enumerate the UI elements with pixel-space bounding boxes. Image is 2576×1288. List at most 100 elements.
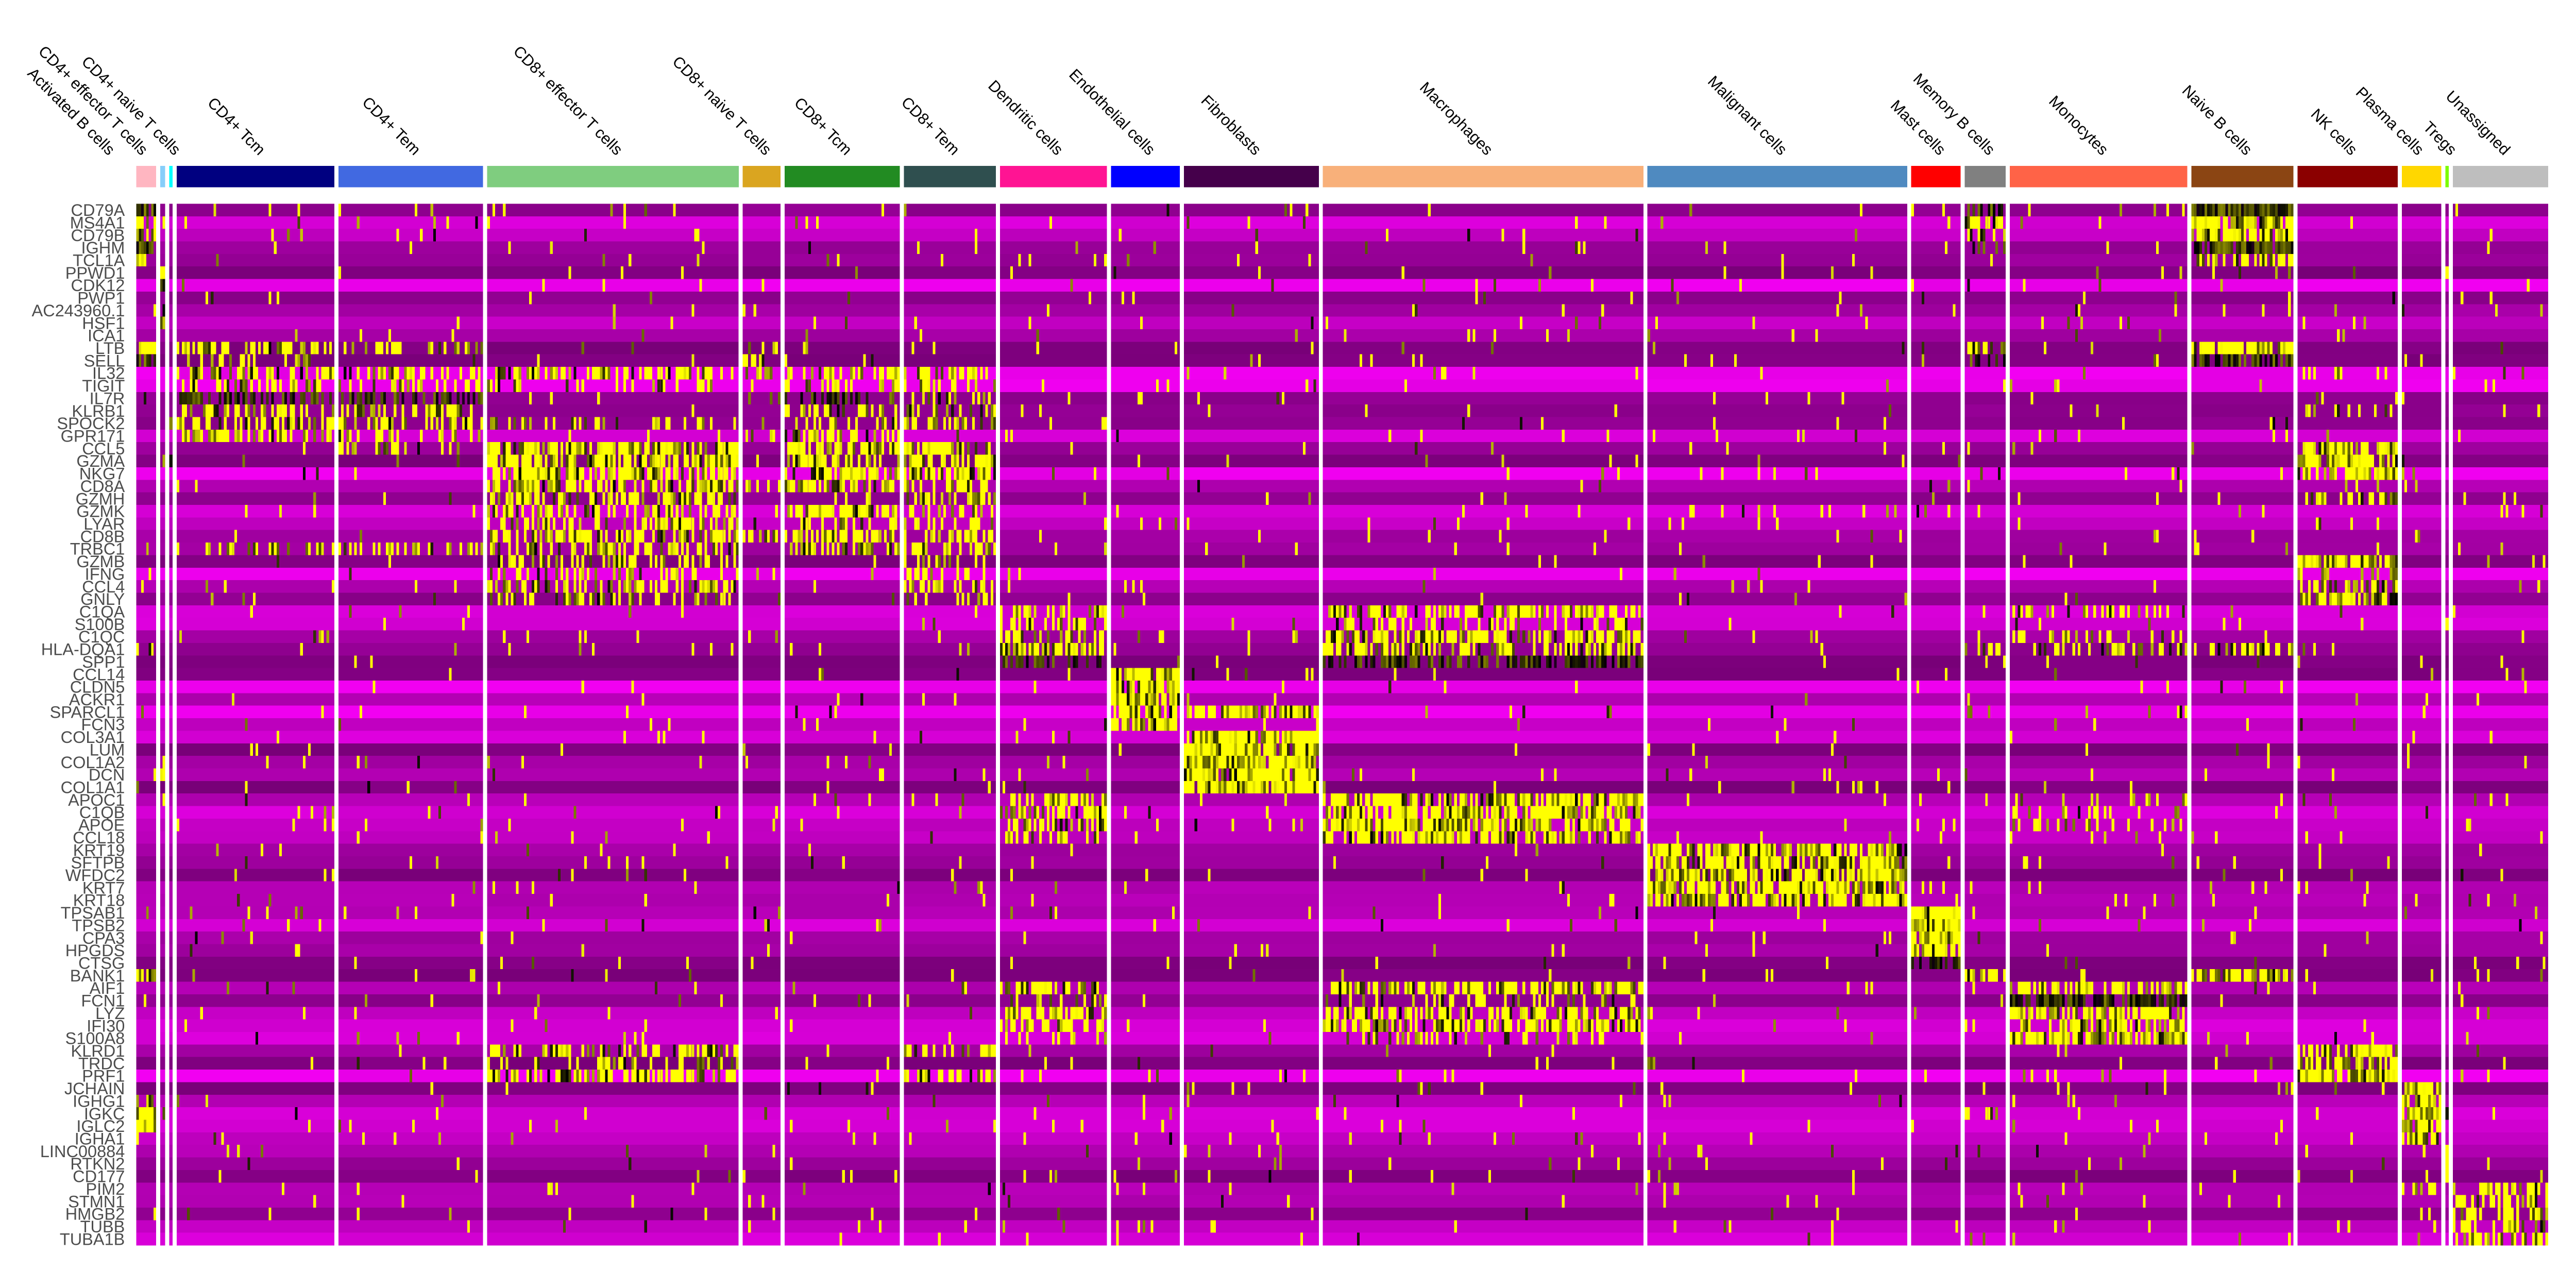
heatmap-block xyxy=(1184,279,1319,292)
heatmap-cell xyxy=(566,480,569,493)
heatmap-cell xyxy=(2324,580,2327,593)
heatmap-cell xyxy=(1021,655,1024,668)
heatmap-block xyxy=(2445,655,2449,668)
heatmap-block xyxy=(2010,693,2188,706)
heatmap-cell xyxy=(1425,454,1428,468)
heatmap-cell xyxy=(683,492,687,505)
heatmap-cell xyxy=(1496,630,1499,643)
heatmap-cell xyxy=(1499,605,1502,618)
heatmap-cell xyxy=(2067,605,2070,618)
heatmap-cell xyxy=(2337,555,2340,568)
heatmap-cell xyxy=(1177,668,1180,681)
heatmap-cell xyxy=(922,492,925,505)
heatmap-block xyxy=(136,417,156,430)
heatmap-block xyxy=(904,642,996,656)
heatmap-block xyxy=(176,229,335,242)
heatmap-block xyxy=(999,367,1107,380)
heatmap-cell xyxy=(1525,655,1528,668)
heatmap-cell xyxy=(977,517,980,530)
heatmap-block xyxy=(1184,630,1319,643)
heatmap-block xyxy=(999,329,1107,342)
heatmap-cell xyxy=(787,442,790,455)
group-bar-segment xyxy=(136,166,156,188)
heatmap-block xyxy=(1911,392,1961,405)
heatmap-cell xyxy=(1977,354,1980,367)
heatmap-block xyxy=(2191,404,2294,417)
heatmap-cell xyxy=(2246,342,2249,354)
heatmap-cell xyxy=(2350,555,2353,568)
heatmap-cell xyxy=(1601,655,1604,668)
heatmap-block xyxy=(1111,567,1180,581)
heatmap-cell xyxy=(980,543,983,555)
heatmap-cell xyxy=(1585,605,1588,618)
heatmap-cell xyxy=(205,543,209,555)
heatmap-cell xyxy=(274,543,277,555)
heatmap-cell xyxy=(2230,216,2233,229)
heatmap-cell xyxy=(844,530,848,543)
heatmap-cell xyxy=(954,492,957,505)
heatmap-cell xyxy=(1323,642,1326,656)
heatmap-cell xyxy=(2277,342,2281,354)
heatmap-cell xyxy=(1046,304,1050,317)
heatmap-cell xyxy=(2308,580,2311,593)
heatmap-cell xyxy=(709,580,713,593)
heatmap-cell xyxy=(2182,605,2185,618)
heatmap-cell xyxy=(1156,379,1159,392)
heatmap-cell xyxy=(756,454,759,468)
heatmap-cell xyxy=(2337,592,2340,606)
heatmap-cell xyxy=(940,517,943,530)
heatmap-cell xyxy=(1886,379,1889,392)
heatmap-cell xyxy=(636,442,639,455)
heatmap-cell xyxy=(1174,681,1178,693)
heatmap-cell xyxy=(2384,555,2387,568)
heatmap-block xyxy=(2452,316,2548,330)
heatmap-cell xyxy=(2392,291,2395,304)
heatmap-cell xyxy=(252,342,256,354)
heatmap-cell xyxy=(618,555,621,568)
heatmap-cell xyxy=(1687,592,1690,606)
heatmap-cell xyxy=(1570,630,1573,643)
heatmap-cell xyxy=(785,392,788,405)
heatmap-cell xyxy=(911,404,914,417)
heatmap-cell xyxy=(2384,367,2387,380)
heatmap-cell xyxy=(581,530,584,543)
heatmap-cell xyxy=(665,367,668,380)
heatmap-cell xyxy=(362,404,365,417)
heatmap-cell xyxy=(571,517,574,530)
heatmap-cell xyxy=(930,417,933,430)
heatmap-cell xyxy=(1013,618,1016,631)
heatmap-block xyxy=(999,705,1107,719)
heatmap-cell xyxy=(837,253,840,267)
heatmap-cell xyxy=(462,618,465,631)
heatmap-cell xyxy=(660,580,663,593)
heatmap-cell xyxy=(853,517,856,530)
heatmap-cell xyxy=(868,505,871,518)
heatmap-cell xyxy=(855,505,858,518)
heatmap-block xyxy=(160,404,165,417)
heatmap-cell xyxy=(2191,229,2194,242)
heatmap-cell xyxy=(1988,354,1991,367)
heatmap-cell xyxy=(1177,655,1180,668)
heatmap-cell xyxy=(2288,342,2291,354)
heatmap-block xyxy=(2452,329,2548,342)
heatmap-cell xyxy=(873,429,876,443)
heatmap-block xyxy=(2445,530,2449,543)
heatmap-cell xyxy=(2057,642,2060,656)
heatmap-cell xyxy=(516,454,519,468)
heatmap-cell xyxy=(2329,592,2332,606)
heatmap-cell xyxy=(378,442,381,455)
heatmap-cell xyxy=(826,379,829,392)
heatmap-cell xyxy=(568,492,571,505)
heatmap-cell xyxy=(305,367,308,380)
heatmap-cell xyxy=(618,580,621,593)
heatmap-cell xyxy=(489,567,493,581)
heatmap-cell xyxy=(718,480,721,493)
heatmap-cell xyxy=(655,592,658,606)
heatmap-cell xyxy=(805,480,808,493)
heatmap-cell xyxy=(351,442,354,455)
heatmap-cell xyxy=(657,731,660,743)
heatmap-cell xyxy=(2215,204,2218,216)
heatmap-cell xyxy=(290,404,293,417)
heatmap-block xyxy=(2401,592,2442,606)
heatmap-cell xyxy=(850,429,853,443)
